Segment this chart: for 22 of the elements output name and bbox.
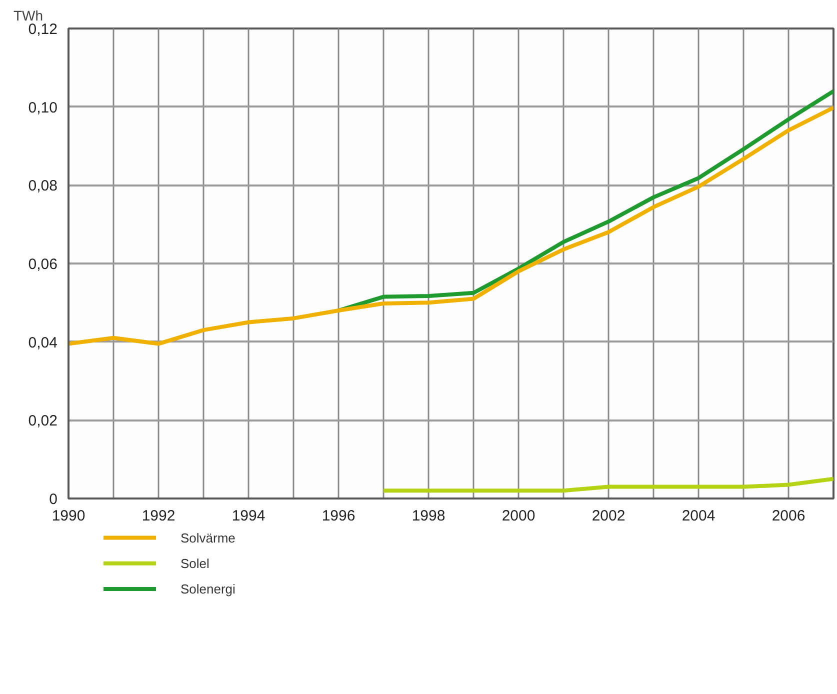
x-tick-label: 1998 [412, 508, 446, 524]
legend-label: Solenergi [180, 582, 236, 597]
legend-label: Solel [180, 556, 210, 571]
legend-label: Solvärme [180, 530, 236, 546]
y-tick-label: 0,06 [28, 256, 58, 273]
x-tick-label: 1990 [52, 508, 86, 524]
x-tick-label: 1994 [232, 508, 266, 524]
y-tick-label: 0,04 [28, 334, 58, 352]
x-tick-label: 2006 [772, 508, 806, 524]
line-series [382, 476, 834, 493]
y-tick-label: 0,08 [28, 178, 58, 195]
line-series [68, 106, 834, 346]
x-tick-label: 1992 [142, 508, 176, 524]
x-tick-label: 2004 [682, 508, 716, 524]
y-tick-label: 0,10 [28, 99, 58, 116]
y-axis-title: TWh [14, 8, 44, 24]
y-tick-label: 0 [49, 491, 58, 508]
y-tick-label: 0,12 [28, 21, 58, 38]
y-tick-label: 0,02 [28, 412, 58, 430]
x-tick-label: 2002 [592, 508, 626, 524]
x-tick-label: 2000 [502, 508, 536, 524]
x-tick-label: 1996 [322, 508, 356, 524]
